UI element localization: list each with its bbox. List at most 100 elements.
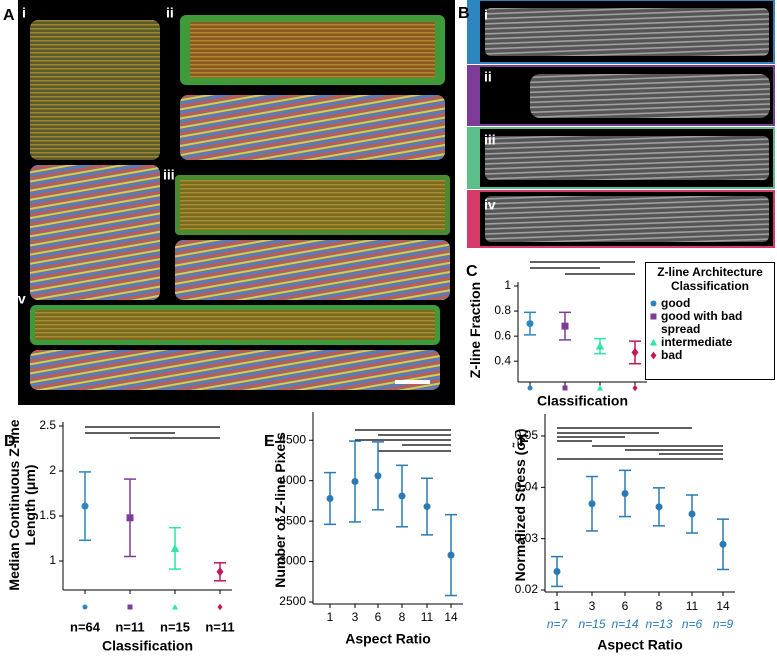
legend-label: good with bad spread: [661, 309, 743, 336]
image-label: i: [22, 5, 26, 21]
image-label: iv: [14, 291, 26, 307]
n-label: n=13: [645, 617, 672, 631]
n-label: n=7: [547, 617, 569, 631]
x-tick-label: 11: [686, 599, 699, 613]
legend-swatch: [650, 300, 657, 307]
y-tick-label: 1: [504, 278, 511, 292]
marker: [650, 351, 657, 360]
image-label: iv: [484, 197, 496, 213]
x-tick-label: 14: [716, 599, 730, 613]
x-axis-label: Classification: [537, 393, 628, 409]
legend-entry: good with bad spread: [649, 310, 774, 336]
panel-label: D: [4, 433, 16, 450]
y-axis-label: Median Continuous Z-line Length (μm): [6, 419, 38, 591]
y-tick-label: 3000: [279, 554, 306, 568]
category-symbol: [527, 385, 533, 391]
y-tick-label: 0.8: [494, 303, 511, 317]
marker: [216, 567, 224, 577]
y-tick-label: 2: [49, 463, 56, 477]
y-tick-label: 0.02: [515, 582, 539, 596]
marker: [650, 300, 657, 307]
panel-label: A: [3, 7, 15, 24]
y-tick-label: 3500: [279, 513, 306, 527]
y-tick-label: 0.4: [494, 353, 511, 367]
legend-swatch: [649, 338, 658, 346]
legend-entry: intermediate: [649, 336, 774, 349]
y-tick-label: 2.5: [39, 418, 56, 432]
legend-label: good: [661, 296, 691, 310]
panel-label: E: [264, 433, 275, 450]
y-tick-label: 4000: [279, 473, 306, 487]
legend-title: Z-line Architecture Classification: [657, 265, 763, 293]
legend-swatch: [650, 351, 657, 360]
image-label: ii: [166, 5, 174, 21]
marker: [588, 500, 596, 508]
n-label: n=15: [578, 617, 605, 631]
legend-label: intermediate: [661, 335, 733, 349]
x-tick-label: 11: [421, 610, 434, 624]
marker: [649, 338, 658, 346]
x-tick-label: 3: [352, 610, 359, 624]
legend: Z-line Architecture Classification good go…: [645, 262, 775, 380]
marker: [423, 503, 431, 511]
significance-lines: [85, 261, 723, 460]
marker: [631, 347, 639, 357]
y-tick-label: 4500: [279, 432, 306, 446]
marker: [688, 510, 696, 518]
x-tick-label: 8: [399, 610, 406, 624]
marker: [447, 551, 455, 559]
category-symbol: [82, 604, 88, 610]
image-label: i: [484, 7, 488, 23]
legend-swatch: [650, 313, 657, 320]
marker: [351, 478, 359, 486]
n-label: n=9: [713, 617, 734, 631]
marker: [81, 502, 89, 510]
panel-label: C: [466, 263, 478, 280]
marker: [655, 503, 663, 511]
y-tick-label: 0.03: [515, 531, 539, 545]
marker: [621, 489, 629, 497]
marker: [553, 568, 561, 576]
category-symbol: [172, 604, 178, 610]
marker: [126, 514, 134, 522]
n-label: n=6: [682, 617, 703, 631]
x-axis-label: Aspect Ratio: [345, 631, 431, 647]
panel-label: F: [519, 433, 529, 450]
category-symbol: [597, 385, 603, 391]
micrographs-b: [467, 0, 775, 248]
y-tick-label: 0.05: [515, 428, 539, 442]
category-symbol: [632, 384, 638, 392]
y-tick-label: 0.6: [494, 328, 511, 342]
marker: [719, 540, 727, 548]
category-symbol: [217, 603, 223, 611]
marker: [526, 320, 534, 328]
category-symbol: [127, 604, 133, 610]
image-label: ii: [484, 69, 492, 85]
legend-entry: bad: [649, 349, 774, 362]
x-tick-label: 14: [444, 610, 458, 624]
x-tick-label: 1: [554, 599, 561, 613]
marker: [561, 322, 569, 330]
panel-label: B: [458, 5, 470, 22]
n-label: n=11: [115, 619, 144, 634]
x-tick-label: 6: [375, 610, 382, 624]
n-label: n=14: [611, 617, 638, 631]
marker: [398, 492, 406, 500]
x-tick-label: 3: [589, 599, 596, 613]
marker: [374, 472, 382, 480]
image-label: iii: [163, 167, 175, 183]
x-axis-label: Classification: [102, 638, 193, 654]
category-symbol: [562, 385, 568, 391]
y-axis-label: Normalized Stress (σ̃x): [512, 428, 528, 582]
legend-entry: good: [649, 297, 774, 310]
x-tick-label: 1: [327, 610, 334, 624]
y-tick-label: 2500: [279, 594, 306, 608]
n-label: n=11: [205, 619, 234, 634]
micrographs: [30, 15, 450, 390]
n-label: n=15: [160, 619, 190, 634]
x-axis-label: Aspect Ratio: [597, 637, 683, 653]
x-tick-label: 6: [622, 599, 629, 613]
image-label: iii: [484, 132, 496, 148]
y-tick-label: 1: [49, 553, 56, 567]
